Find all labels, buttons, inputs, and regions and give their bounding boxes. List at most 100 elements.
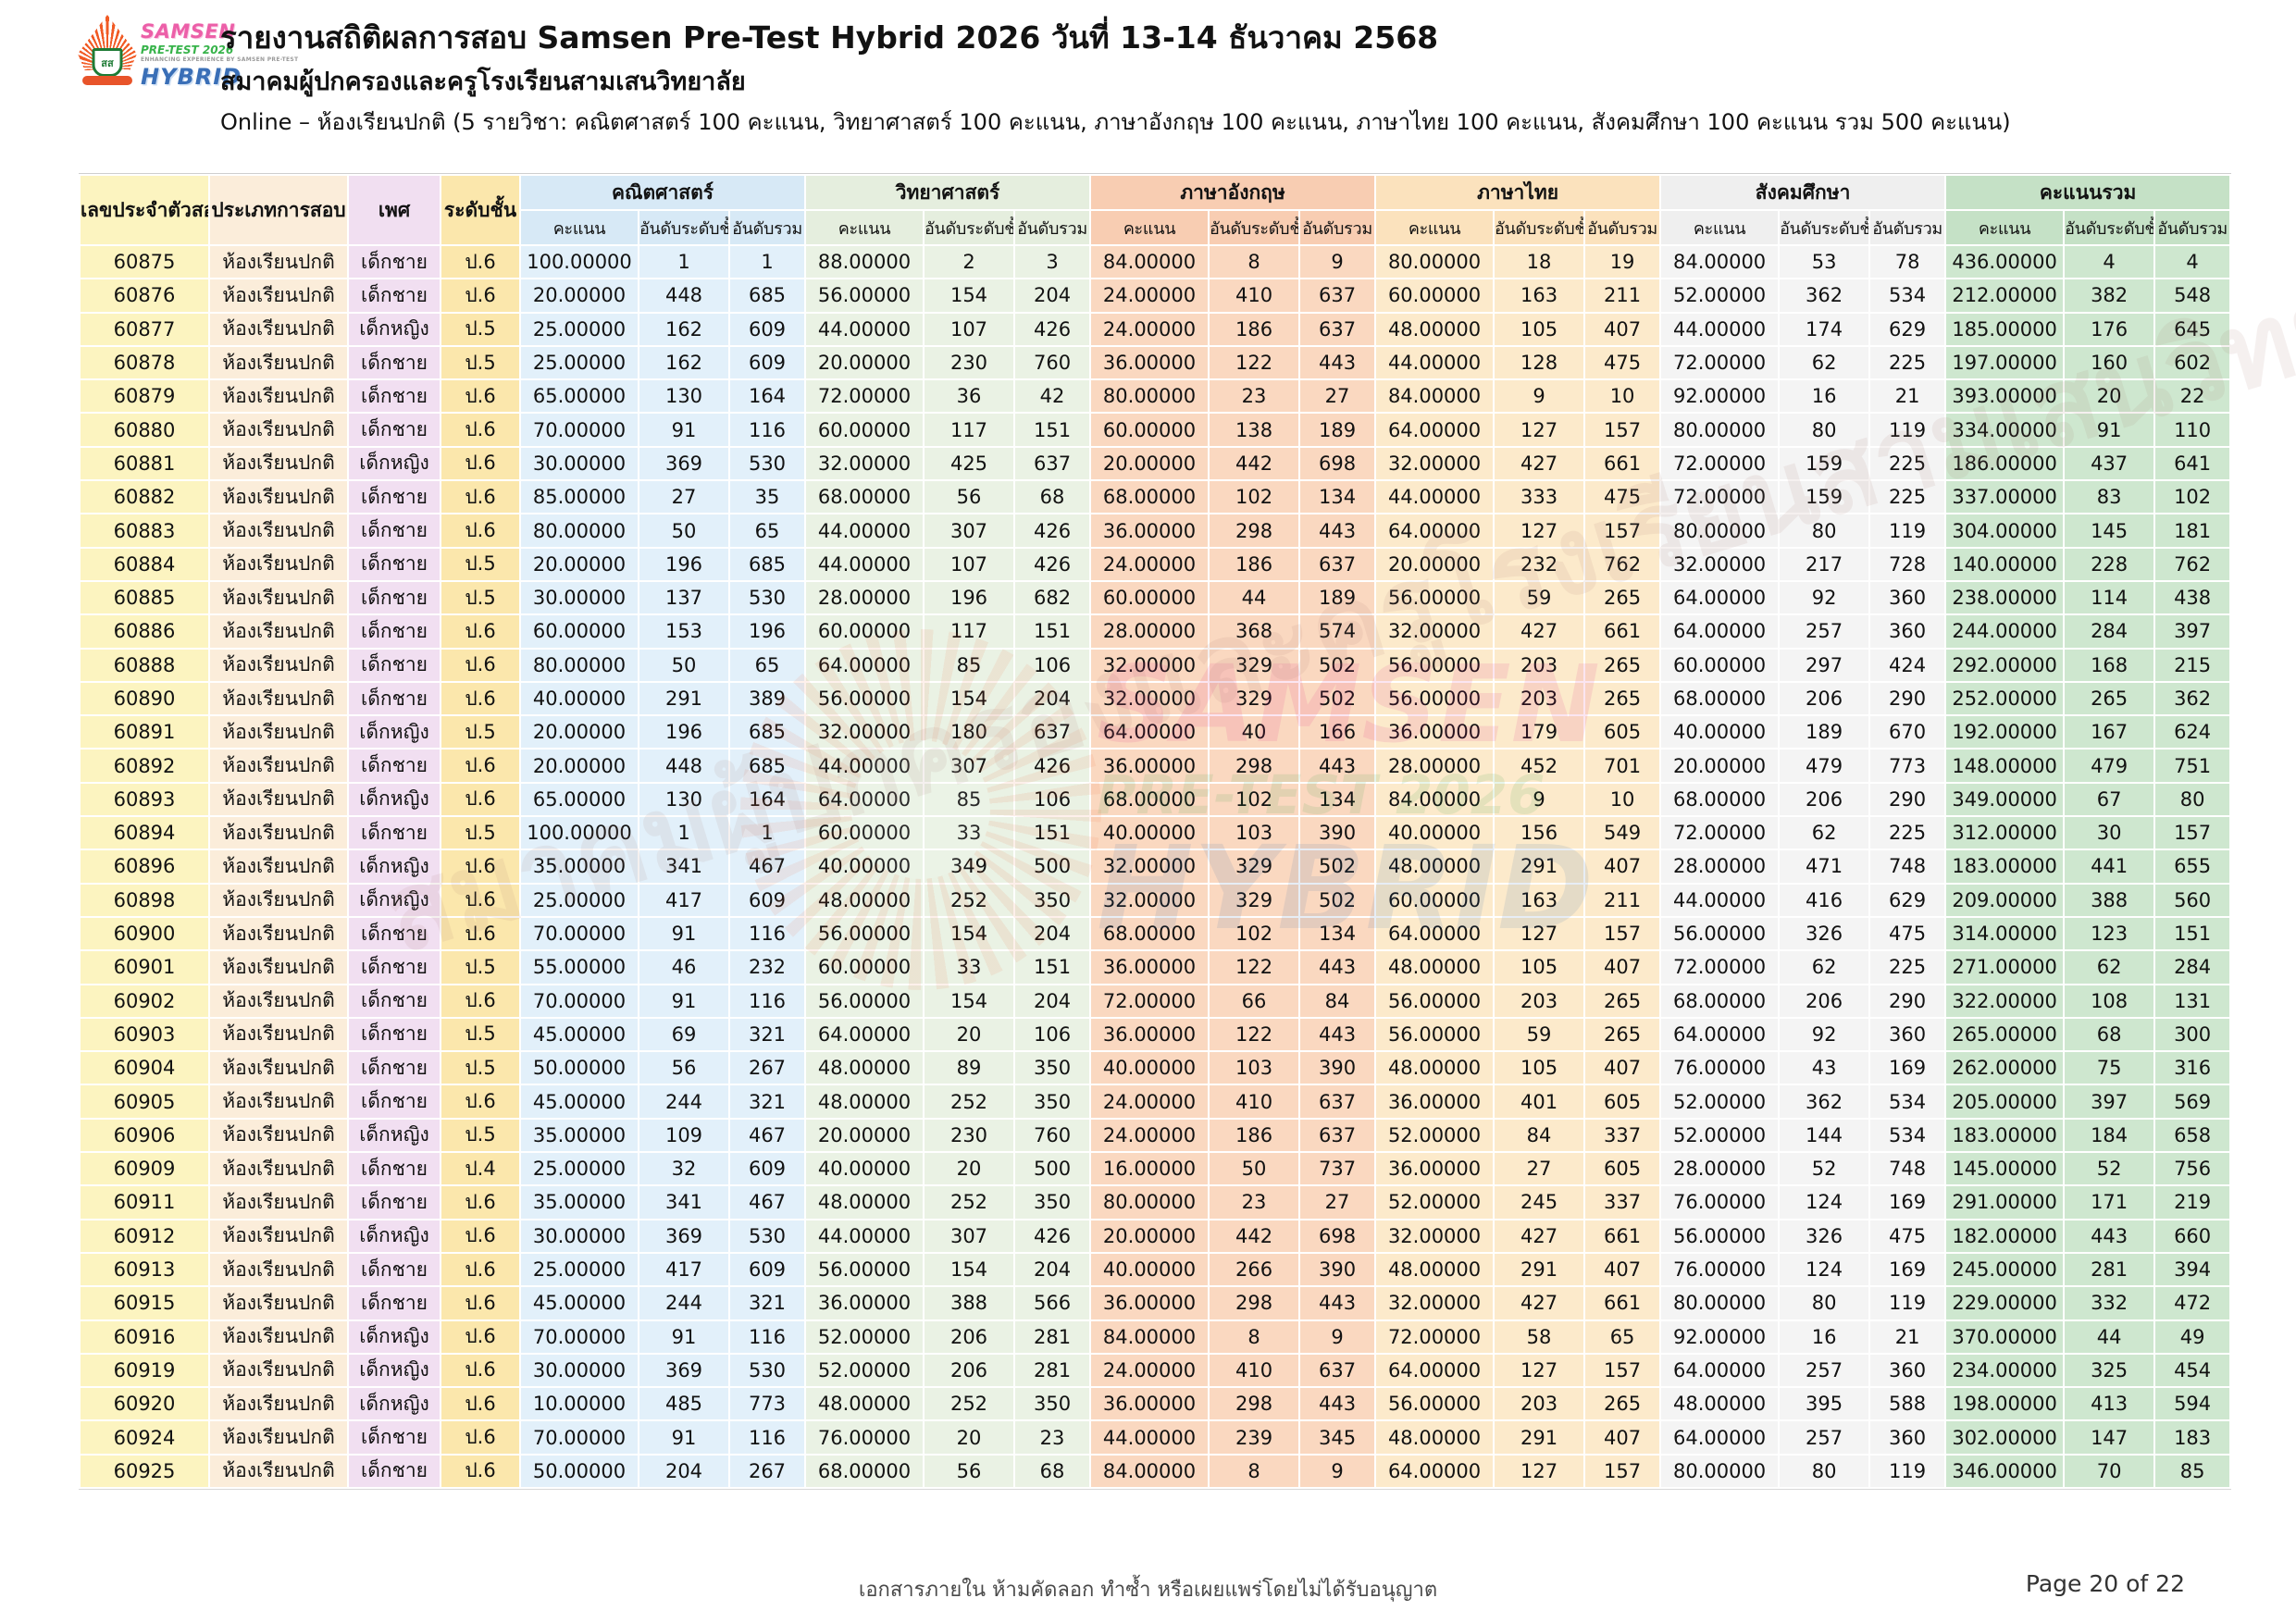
sci-overall-rank-cell: 281 [1012, 1352, 1092, 1389]
thai-class-rank-cell: 27 [1493, 1151, 1586, 1187]
sci-overall-rank-cell: 106 [1012, 781, 1092, 818]
sci-class-rank-cell: 252 [923, 1386, 1015, 1422]
student-row: 60882 ห้องเรียนปกติ เด็กชาย ป.6 85.00000 27 35… [79, 479, 2232, 515]
thai-class-rank-cell: 179 [1493, 714, 1586, 750]
soc-overall-rank-cell: 670 [1868, 714, 1947, 750]
student-id-cell: 60925 [79, 1453, 210, 1489]
soc-overall-rank-cell: 360 [1868, 1352, 1947, 1389]
sci-class-rank-cell: 36 [923, 378, 1015, 415]
eng-class-rank-cell: 8 [1208, 1319, 1301, 1355]
eng-class-rank-cell: 102 [1208, 915, 1301, 952]
eng-overall-rank-cell: 134 [1298, 915, 1377, 952]
sci-overall-rank-cell: 682 [1012, 579, 1092, 616]
student-id-cell: 60909 [79, 1151, 210, 1187]
soc-overall-rank-cell: 21 [1868, 1319, 1947, 1355]
soc-overall-rank-cell: 424 [1868, 647, 1947, 683]
sci-score-cell: 48.00000 [804, 1386, 925, 1422]
soc-class-rank-cell: 16 [1778, 378, 1871, 415]
math-class-rank-cell: 341 [638, 1184, 730, 1220]
math-score-cell: 70.00000 [519, 1319, 639, 1355]
soc-class-rank-cell: 257 [1778, 613, 1871, 650]
total-overall-rank-cell: 181 [2153, 513, 2232, 549]
math-overall-rank-cell: 467 [728, 1117, 806, 1154]
thai-class-rank-cell: 105 [1493, 949, 1586, 985]
student-row: 60909 ห้องเรียนปกติ เด็กชาย ป.4 25.00000 32 60… [79, 1151, 2232, 1187]
student-row: 60883 ห้องเรียนปกติ เด็กชาย ป.6 80.00000 50 65… [79, 513, 2232, 549]
math-overall-rank-cell: 65 [728, 647, 806, 683]
sci-score-cell: 76.00000 [804, 1419, 925, 1456]
sci-class-rank-cell: 425 [923, 445, 1015, 482]
math-overall-rank-cell: 530 [728, 445, 806, 482]
thai-score-cell: 40.00000 [1374, 815, 1496, 851]
exam-type-cell: ห้องเรียนปกติ [208, 714, 349, 750]
table-header-groups: เลขประจำตัวสอบประเภทการสอบเพศระดับชั้นคณ… [79, 174, 2232, 246]
sci-overall-rank-cell: 23 [1012, 1419, 1092, 1456]
math-score-cell: 25.00000 [519, 344, 639, 381]
total-overall-rank-cell: 624 [2153, 714, 2232, 750]
thai-score-cell: 32.00000 [1374, 445, 1496, 482]
exam-type-cell: ห้องเรียนปกติ [208, 815, 349, 851]
soc-score-cell: 68.00000 [1659, 983, 1781, 1019]
eng-class-rank-cell: 329 [1208, 647, 1301, 683]
math-overall-rank-cell: 232 [728, 949, 806, 985]
soc-class-rank-cell: 326 [1778, 1218, 1871, 1254]
grade-cell: ป.5 [440, 1016, 521, 1053]
total-score-header: คะแนน [1944, 209, 2066, 246]
student-id-cell: 60886 [79, 613, 210, 650]
thai-class-rank-cell: 427 [1493, 1218, 1586, 1254]
total-class-rank-cell: 147 [2063, 1419, 2156, 1456]
student-id-cell: 60924 [79, 1419, 210, 1456]
total-class-rank-cell: 68 [2063, 1016, 2156, 1053]
soc-class-rank-cell: 362 [1778, 278, 1871, 314]
eng-score-cell: 32.00000 [1089, 882, 1210, 918]
grade-cell: ป.6 [440, 479, 521, 515]
soc-overall-rank-cell: 225 [1868, 815, 1947, 851]
soc-class-rank-cell: 471 [1778, 849, 1871, 885]
thai-class-rank-cell: 427 [1493, 1285, 1586, 1321]
gender-cell: เด็กชาย [347, 1453, 441, 1489]
student-id-cell: 60875 [79, 243, 210, 280]
gender-cell: เด็กชาย [347, 243, 441, 280]
soc-overall-rank-cell: 475 [1868, 915, 1947, 952]
group-header-eng: ภาษาอังกฤษ [1089, 174, 1377, 211]
sci-overall-rank-cell: 350 [1012, 882, 1092, 918]
math-overall-rank-cell: 467 [728, 1184, 806, 1220]
soc-score-cell: 76.00000 [1659, 1251, 1781, 1288]
student-row: 60912 ห้องเรียนปกติ เด็กหญิง ป.6 30.00000 369… [79, 1218, 2232, 1254]
thai-score-cell: 64.00000 [1374, 1453, 1496, 1489]
total-class-rank-cell: 228 [2063, 546, 2156, 582]
grade-cell: ป.6 [440, 1319, 521, 1355]
soc-score-cell: 64.00000 [1659, 1419, 1781, 1456]
column-header-gender: เพศ [347, 174, 441, 246]
soc-overall-rank-cell: 629 [1868, 882, 1947, 918]
total-overall-rank-cell: 131 [2153, 983, 2232, 1019]
exam-type-cell: ห้องเรียนปกติ [208, 1151, 349, 1187]
math-class-rank-cell: 196 [638, 546, 730, 582]
eng-overall-rank-cell: 443 [1298, 513, 1377, 549]
thai-class-rank-cell: 291 [1493, 1419, 1586, 1456]
grade-cell: ป.6 [440, 983, 521, 1019]
thai-score-cell: 64.00000 [1374, 412, 1496, 448]
gender-cell: เด็กชาย [347, 1419, 441, 1456]
thai-overall-rank-cell: 211 [1583, 882, 1662, 918]
total-class-rank-cell: 479 [2063, 748, 2156, 784]
thai-class-rank-cell: 127 [1493, 1453, 1586, 1489]
table-header-subcolumns: คะแนนอันดับระดับชั้นอันดับรวมคะแนนอันดับ… [80, 209, 2232, 246]
total-class-rank-cell: 91 [2063, 412, 2156, 448]
grade-cell: ป.6 [440, 915, 521, 952]
math-score-cell: 45.00000 [519, 1084, 639, 1120]
student-id-cell: 60876 [79, 278, 210, 314]
math-score-cell: 30.00000 [519, 445, 639, 482]
total-class-rank-cell: 114 [2063, 579, 2156, 616]
eng-score-cell: 60.00000 [1089, 579, 1210, 616]
thai-overall-rank-cell: 157 [1583, 412, 1662, 448]
math-score-cell: 20.00000 [519, 748, 639, 784]
exam-type-cell: ห้องเรียนปกติ [208, 546, 349, 582]
eng-score-cell: 24.00000 [1089, 1352, 1210, 1389]
math-score-cell: 35.00000 [519, 1117, 639, 1154]
grade-cell: ป.5 [440, 579, 521, 616]
thai-score-cell: 56.00000 [1374, 647, 1496, 683]
soc-overall-rank-cell: 225 [1868, 344, 1947, 381]
total-class-rank-cell: 176 [2063, 311, 2156, 347]
eng-overall-rank-cell: 345 [1298, 1419, 1377, 1456]
